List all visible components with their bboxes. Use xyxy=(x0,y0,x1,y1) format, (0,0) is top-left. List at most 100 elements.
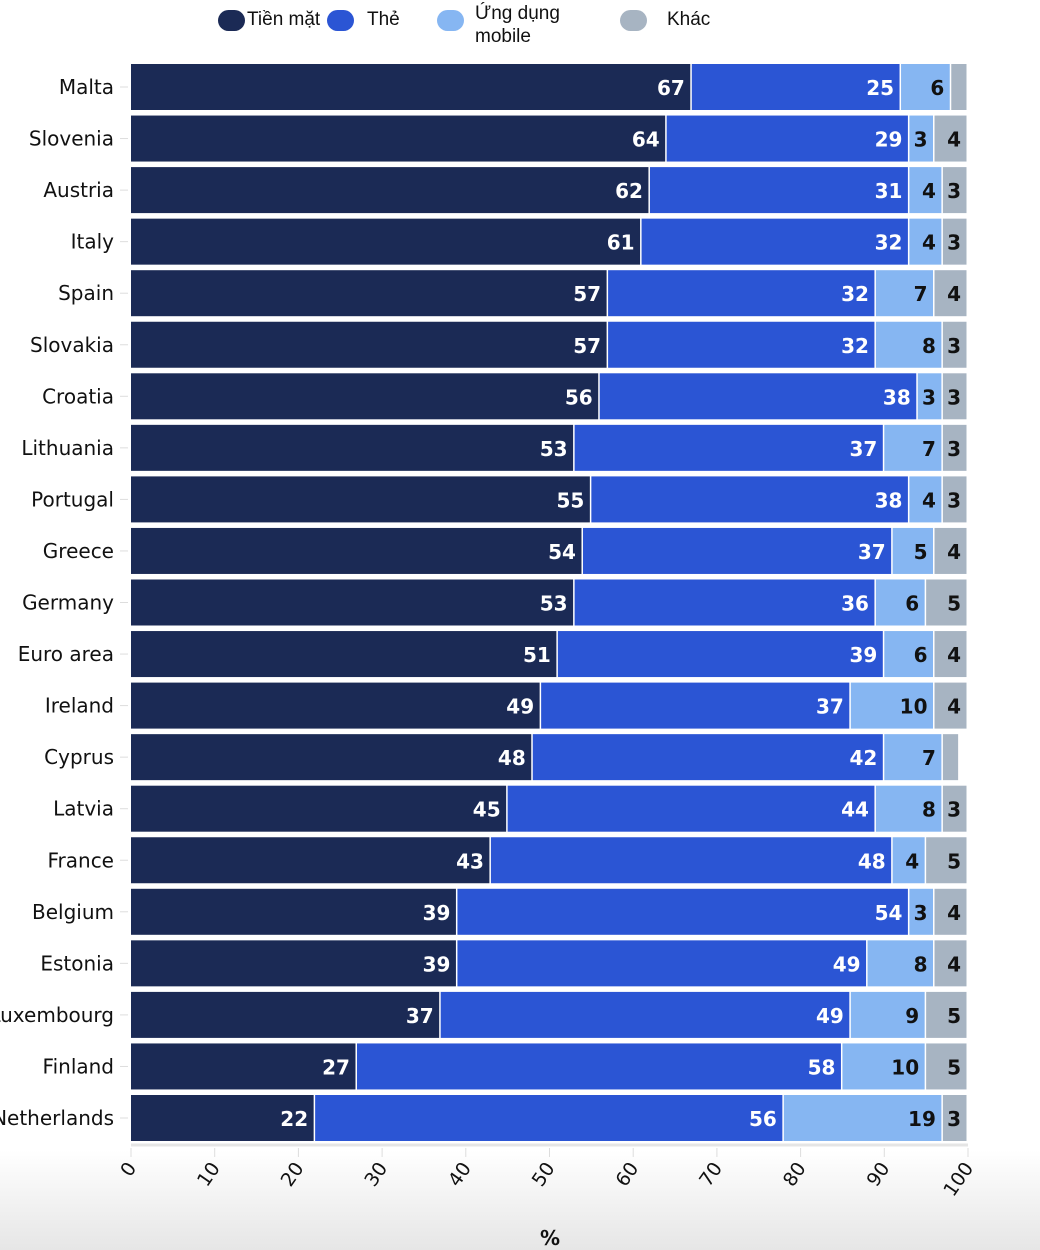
data-label: 49 xyxy=(816,1004,844,1028)
data-label: 45 xyxy=(473,798,501,822)
data-label: 49 xyxy=(833,952,861,976)
legend-swatch-1 xyxy=(327,10,354,31)
bar-segment xyxy=(850,682,934,729)
bar-segment xyxy=(942,218,967,265)
category-label: Slovakia xyxy=(30,333,114,357)
data-label: 54 xyxy=(875,901,903,925)
bar-segment xyxy=(131,1095,314,1141)
bar-segment xyxy=(942,476,967,523)
bar-segment xyxy=(951,64,967,110)
data-label: 43 xyxy=(456,849,484,873)
bar-segment xyxy=(131,682,540,729)
bar-segment xyxy=(557,631,883,678)
data-label: 22 xyxy=(280,1107,308,1131)
data-label: 64 xyxy=(632,128,660,152)
bar-segment xyxy=(574,424,883,471)
bar-segment xyxy=(909,218,942,265)
data-label: 3 xyxy=(947,334,961,358)
data-label: 3 xyxy=(922,385,936,409)
bar-segment xyxy=(867,940,934,987)
bar-segment xyxy=(934,115,967,162)
bar-segment xyxy=(909,888,934,935)
data-label: 37 xyxy=(849,437,877,461)
data-label: 61 xyxy=(607,231,635,255)
legend-label-3: Khác xyxy=(667,9,711,30)
category-label: Latvia xyxy=(53,797,114,821)
x-tick-label: 40 xyxy=(444,1158,476,1190)
data-label: 67 xyxy=(657,76,685,100)
data-label: 5 xyxy=(947,592,961,616)
data-label: 42 xyxy=(849,746,877,770)
data-label: 37 xyxy=(816,695,844,719)
data-label: 3 xyxy=(914,901,928,925)
bar-segment xyxy=(934,631,967,678)
x-tick-label: 90 xyxy=(863,1158,895,1190)
data-label: 32 xyxy=(841,282,869,306)
data-label: 36 xyxy=(841,592,869,616)
bar-segment xyxy=(942,321,967,368)
x-tick-label: 60 xyxy=(611,1158,643,1190)
data-label: 57 xyxy=(573,334,601,358)
data-label: 58 xyxy=(808,1055,836,1079)
bar-segment xyxy=(131,64,691,110)
data-label: 39 xyxy=(849,643,877,667)
bar-segment xyxy=(591,476,908,523)
data-label: 31 xyxy=(875,179,903,203)
bar-segment xyxy=(850,991,925,1038)
category-label: Lithuania xyxy=(21,436,114,460)
data-label: 9 xyxy=(905,1004,919,1028)
data-label: 3 xyxy=(947,798,961,822)
bar-segment xyxy=(131,888,456,935)
category-label: Netherlands xyxy=(0,1106,114,1130)
bar-segment xyxy=(909,115,934,162)
data-label: 56 xyxy=(749,1107,777,1131)
data-label: 4 xyxy=(947,901,961,925)
category-label: Ireland xyxy=(45,694,114,718)
data-label: 6 xyxy=(914,643,928,667)
bar-segment xyxy=(926,579,967,626)
category-label: Estonia xyxy=(40,951,114,975)
x-tick-label: 80 xyxy=(779,1158,811,1190)
bar-segment xyxy=(942,167,967,214)
data-label: 37 xyxy=(406,1004,434,1028)
data-label: 53 xyxy=(540,592,568,616)
data-label: 3 xyxy=(947,488,961,512)
bar-segment xyxy=(131,991,440,1038)
bar-segment xyxy=(582,527,892,574)
data-label: 4 xyxy=(947,695,961,719)
legend: Tiền mặt Thẻ Ứng dụng mobile Khác xyxy=(0,0,1040,50)
data-label: 32 xyxy=(875,231,903,255)
bar-segment xyxy=(131,373,599,420)
data-label: 38 xyxy=(883,385,911,409)
bar-segment xyxy=(934,682,967,729)
bar-segment xyxy=(599,373,917,420)
category-label: Germany xyxy=(22,591,114,615)
data-label: 29 xyxy=(875,128,903,152)
bar-segment xyxy=(131,527,582,574)
data-label: 4 xyxy=(922,231,936,255)
bar-segment xyxy=(884,631,934,678)
bar-segment xyxy=(934,270,967,317)
bar-segment xyxy=(457,940,867,987)
legend-swatch-3 xyxy=(620,10,647,31)
bar-segment xyxy=(532,734,883,781)
bar-segment xyxy=(608,321,875,368)
data-label: 55 xyxy=(557,488,585,512)
bar-segment xyxy=(842,1043,925,1090)
data-label: 25 xyxy=(866,76,894,100)
bar-segment xyxy=(131,734,532,781)
category-label: Finland xyxy=(43,1054,114,1078)
bar-segment xyxy=(942,373,967,420)
data-label: 4 xyxy=(947,643,961,667)
x-tick-label: 10 xyxy=(193,1158,225,1190)
category-label: Austria xyxy=(43,178,114,202)
data-label: 10 xyxy=(900,695,928,719)
bar-segment xyxy=(131,579,574,626)
data-label: 48 xyxy=(858,849,886,873)
data-label: 53 xyxy=(540,437,568,461)
bar-segment xyxy=(942,424,967,471)
bar-segment xyxy=(875,321,942,368)
data-label: 19 xyxy=(908,1107,936,1131)
data-label: 5 xyxy=(914,540,928,564)
x-tick-label: 70 xyxy=(695,1158,727,1190)
